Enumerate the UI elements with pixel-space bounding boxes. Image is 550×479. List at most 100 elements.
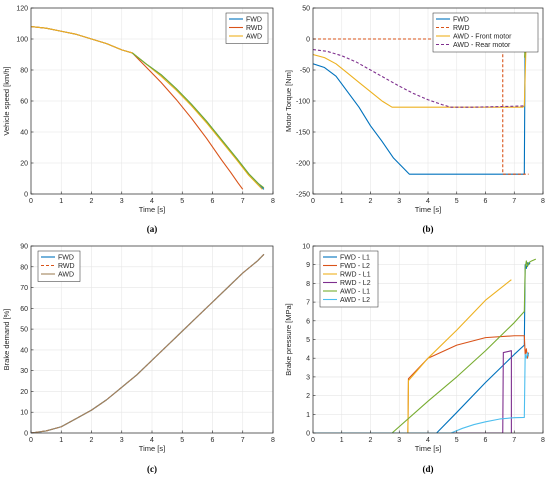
series-line-rwd bbox=[313, 38, 529, 175]
y-axis-label: Motor Torque [Nm] bbox=[284, 70, 293, 132]
chart-panel-2: 0 1 2 3 4 5 6 7 8 -250 -200 -150 -100 -50 0 50 Time [s] M… bbox=[284, 6, 545, 235]
x-tick-label: 2 bbox=[90, 198, 94, 205]
x-tick-label: 2 bbox=[369, 198, 373, 205]
series-line-awd bbox=[31, 253, 265, 433]
legend-entry: RWD bbox=[58, 263, 75, 270]
x-tick-label: 3 bbox=[397, 198, 401, 205]
y-tick-label: 10 bbox=[302, 244, 310, 251]
y-tick-label: 20 bbox=[20, 161, 28, 168]
y-tick-label: -100 bbox=[296, 99, 310, 106]
legend-entry: RWD - L1 bbox=[340, 272, 371, 279]
y-tick-label: 10 bbox=[20, 410, 28, 417]
y-tick-label: -50 bbox=[300, 68, 310, 75]
x-axis-label: Time [s] bbox=[139, 444, 165, 453]
y-tick-label: 0 bbox=[24, 431, 28, 438]
y-tick-label: 1 bbox=[306, 412, 310, 419]
y-tick-label: -200 bbox=[296, 161, 310, 168]
y-tick-label: 60 bbox=[20, 306, 28, 313]
x-tick-label: 4 bbox=[426, 437, 430, 444]
x-axis-label: Time [s] bbox=[139, 205, 165, 214]
x-tick-label: 0 bbox=[29, 437, 33, 444]
x-tick-label: 8 bbox=[541, 198, 545, 205]
y-tick-label: 0 bbox=[24, 192, 28, 199]
y-tick-label: 3 bbox=[306, 374, 310, 381]
x-tick-label: 8 bbox=[541, 437, 545, 444]
x-tick-label: 8 bbox=[271, 437, 275, 444]
x-tick-label: 7 bbox=[241, 198, 245, 205]
y-tick-label: 60 bbox=[20, 99, 28, 106]
x-tick-label: 4 bbox=[150, 198, 154, 205]
x-tick-label: 5 bbox=[455, 198, 459, 205]
y-tick-label: 80 bbox=[20, 264, 28, 271]
series-line-awd-rear-motor bbox=[313, 48, 525, 108]
legend-entry: AWD - Rear motor bbox=[453, 42, 511, 49]
series-line-rwd-l2 bbox=[313, 350, 512, 433]
y-tick-label: 50 bbox=[20, 327, 28, 334]
y-axis-label: Brake pressure [MPa] bbox=[284, 303, 293, 376]
legend-box bbox=[37, 250, 81, 282]
y-tick-label: 4 bbox=[306, 356, 310, 363]
legend-entry: FWD - L1 bbox=[340, 255, 370, 262]
y-tick-label: 120 bbox=[16, 6, 28, 13]
x-tick-label: 6 bbox=[484, 437, 488, 444]
legend-entry: AWD - Front motor bbox=[453, 34, 512, 41]
y-axis-label: Brake demand [%] bbox=[2, 309, 11, 371]
x-tick-label: 0 bbox=[29, 198, 33, 205]
series-line-unlabeled-3 bbox=[131, 52, 265, 189]
y-tick-label: 70 bbox=[20, 285, 28, 292]
x-tick-label: 3 bbox=[120, 198, 124, 205]
y-tick-label: 8 bbox=[306, 281, 310, 288]
y-tick-label: 0 bbox=[306, 37, 310, 44]
x-tick-label: 1 bbox=[340, 198, 344, 205]
series-line-awd-front-motor bbox=[313, 33, 531, 108]
chart-panel-4: 0 1 2 3 4 5 6 7 8 0 1 2 3 4 5 6 7 8 9 10 Time [s] Brake press… bbox=[284, 244, 545, 475]
legend-entry: RWD bbox=[246, 25, 263, 32]
y-tick-label: 80 bbox=[20, 68, 28, 75]
legend-entry: AWD bbox=[246, 34, 262, 41]
x-tick-label: 2 bbox=[90, 437, 94, 444]
legend-box bbox=[319, 250, 379, 308]
y-tick-label: -150 bbox=[296, 130, 310, 137]
series-line-awd bbox=[31, 26, 263, 190]
y-tick-label: 50 bbox=[302, 6, 310, 13]
y-tick-label: 90 bbox=[20, 244, 28, 251]
x-tick-label: 5 bbox=[180, 437, 184, 444]
x-tick-label: 7 bbox=[512, 198, 516, 205]
legend-entry: AWD - L1 bbox=[340, 289, 370, 296]
x-tick-label: 6 bbox=[211, 437, 215, 444]
y-tick-label: 40 bbox=[20, 130, 28, 137]
x-tick-label: 5 bbox=[455, 437, 459, 444]
x-tick-label: 2 bbox=[369, 437, 373, 444]
y-tick-label: 5 bbox=[306, 337, 310, 344]
x-tick-label: 4 bbox=[150, 437, 154, 444]
x-tick-label: 0 bbox=[311, 437, 315, 444]
legend-box bbox=[225, 12, 269, 44]
x-tick-label: 8 bbox=[271, 198, 275, 205]
y-tick-label: 0 bbox=[306, 431, 310, 438]
y-tick-label: -250 bbox=[296, 192, 310, 199]
y-tick-label: 2 bbox=[306, 393, 310, 400]
x-tick-label: 7 bbox=[512, 437, 516, 444]
x-tick-label: 4 bbox=[426, 198, 430, 205]
legend-entry: RWD - L2 bbox=[340, 280, 371, 287]
panel-caption: (a) bbox=[147, 224, 158, 234]
legend-entry: FWD bbox=[453, 17, 469, 24]
panel-caption: (b) bbox=[423, 224, 434, 234]
series-line-awd-l1 bbox=[313, 258, 537, 433]
panel-caption: (d) bbox=[423, 464, 434, 474]
x-tick-label: 1 bbox=[59, 198, 63, 205]
y-tick-label: 100 bbox=[16, 37, 28, 44]
x-tick-label: 5 bbox=[180, 198, 184, 205]
y-tick-label: 7 bbox=[306, 300, 310, 307]
y-tick-label: 30 bbox=[20, 368, 28, 375]
x-tick-label: 6 bbox=[211, 198, 215, 205]
legend-entry: FWD bbox=[246, 17, 262, 24]
y-tick-label: 6 bbox=[306, 318, 310, 325]
